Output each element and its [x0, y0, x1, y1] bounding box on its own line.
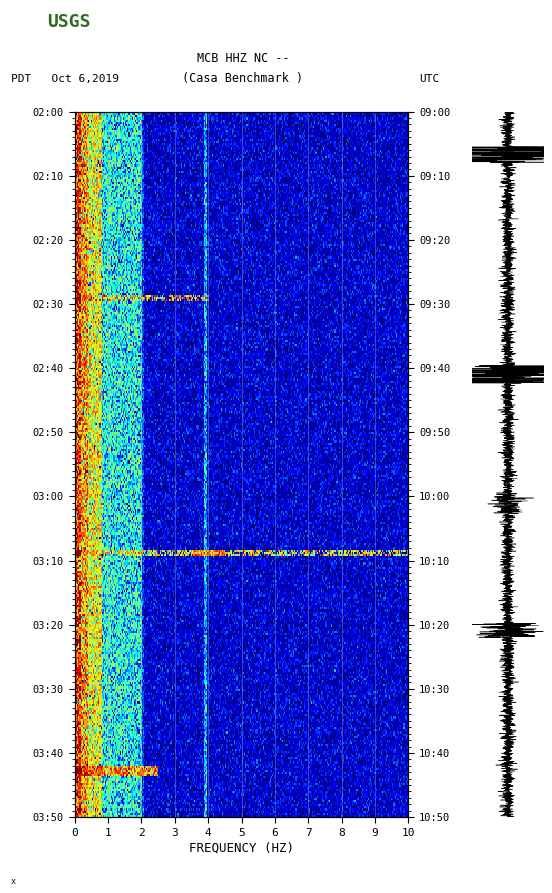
Text: x: x — [11, 877, 16, 886]
Text: PDT   Oct 6,2019: PDT Oct 6,2019 — [11, 73, 119, 84]
Text: USGS: USGS — [47, 13, 91, 31]
Text: MCB HHZ NC --: MCB HHZ NC -- — [197, 52, 289, 64]
Text: (Casa Benchmark ): (Casa Benchmark ) — [182, 72, 304, 85]
Text: UTC: UTC — [420, 73, 440, 84]
X-axis label: FREQUENCY (HZ): FREQUENCY (HZ) — [189, 842, 294, 855]
